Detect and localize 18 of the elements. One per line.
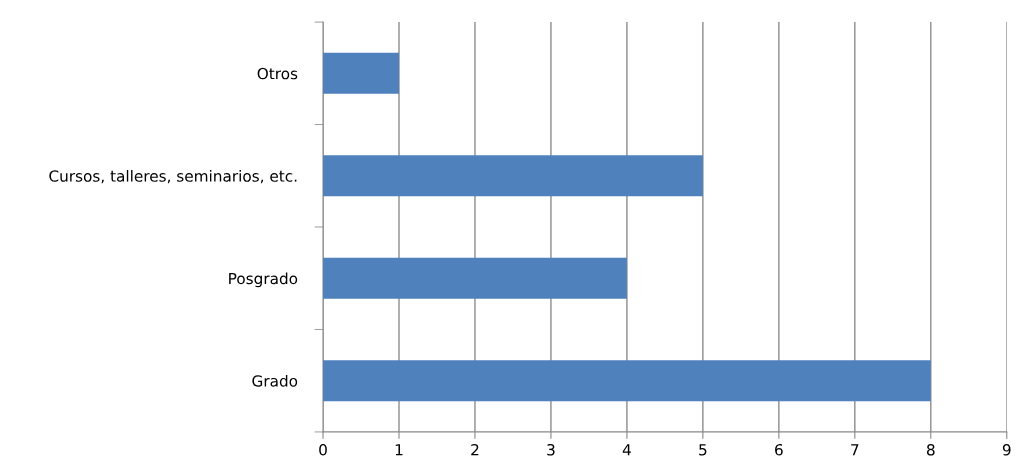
x-tick-label: 1 [395,444,403,456]
y-tick-label: Grado [252,374,298,387]
y-tick-label: Otros [257,67,298,80]
y-tick-label: Posgrado [229,272,298,288]
x-tick-label: 4 [622,444,631,456]
bar [323,360,931,402]
x-tick-label: 9 [1002,444,1011,456]
x-tick-label: 2 [471,444,479,456]
x-tick-label: 8 [926,444,935,456]
x-tick-label: 7 [851,444,859,456]
bar [323,52,399,94]
y-tick-label: Cursos, talleres, seminarios, etc. [49,169,297,184]
x-tick-label: 5 [699,444,707,456]
x-tick-label: 6 [775,444,783,456]
x-tick-label: 0 [319,444,327,456]
bar [323,257,627,299]
bar [323,155,703,197]
x-tick-label: 3 [547,444,555,456]
